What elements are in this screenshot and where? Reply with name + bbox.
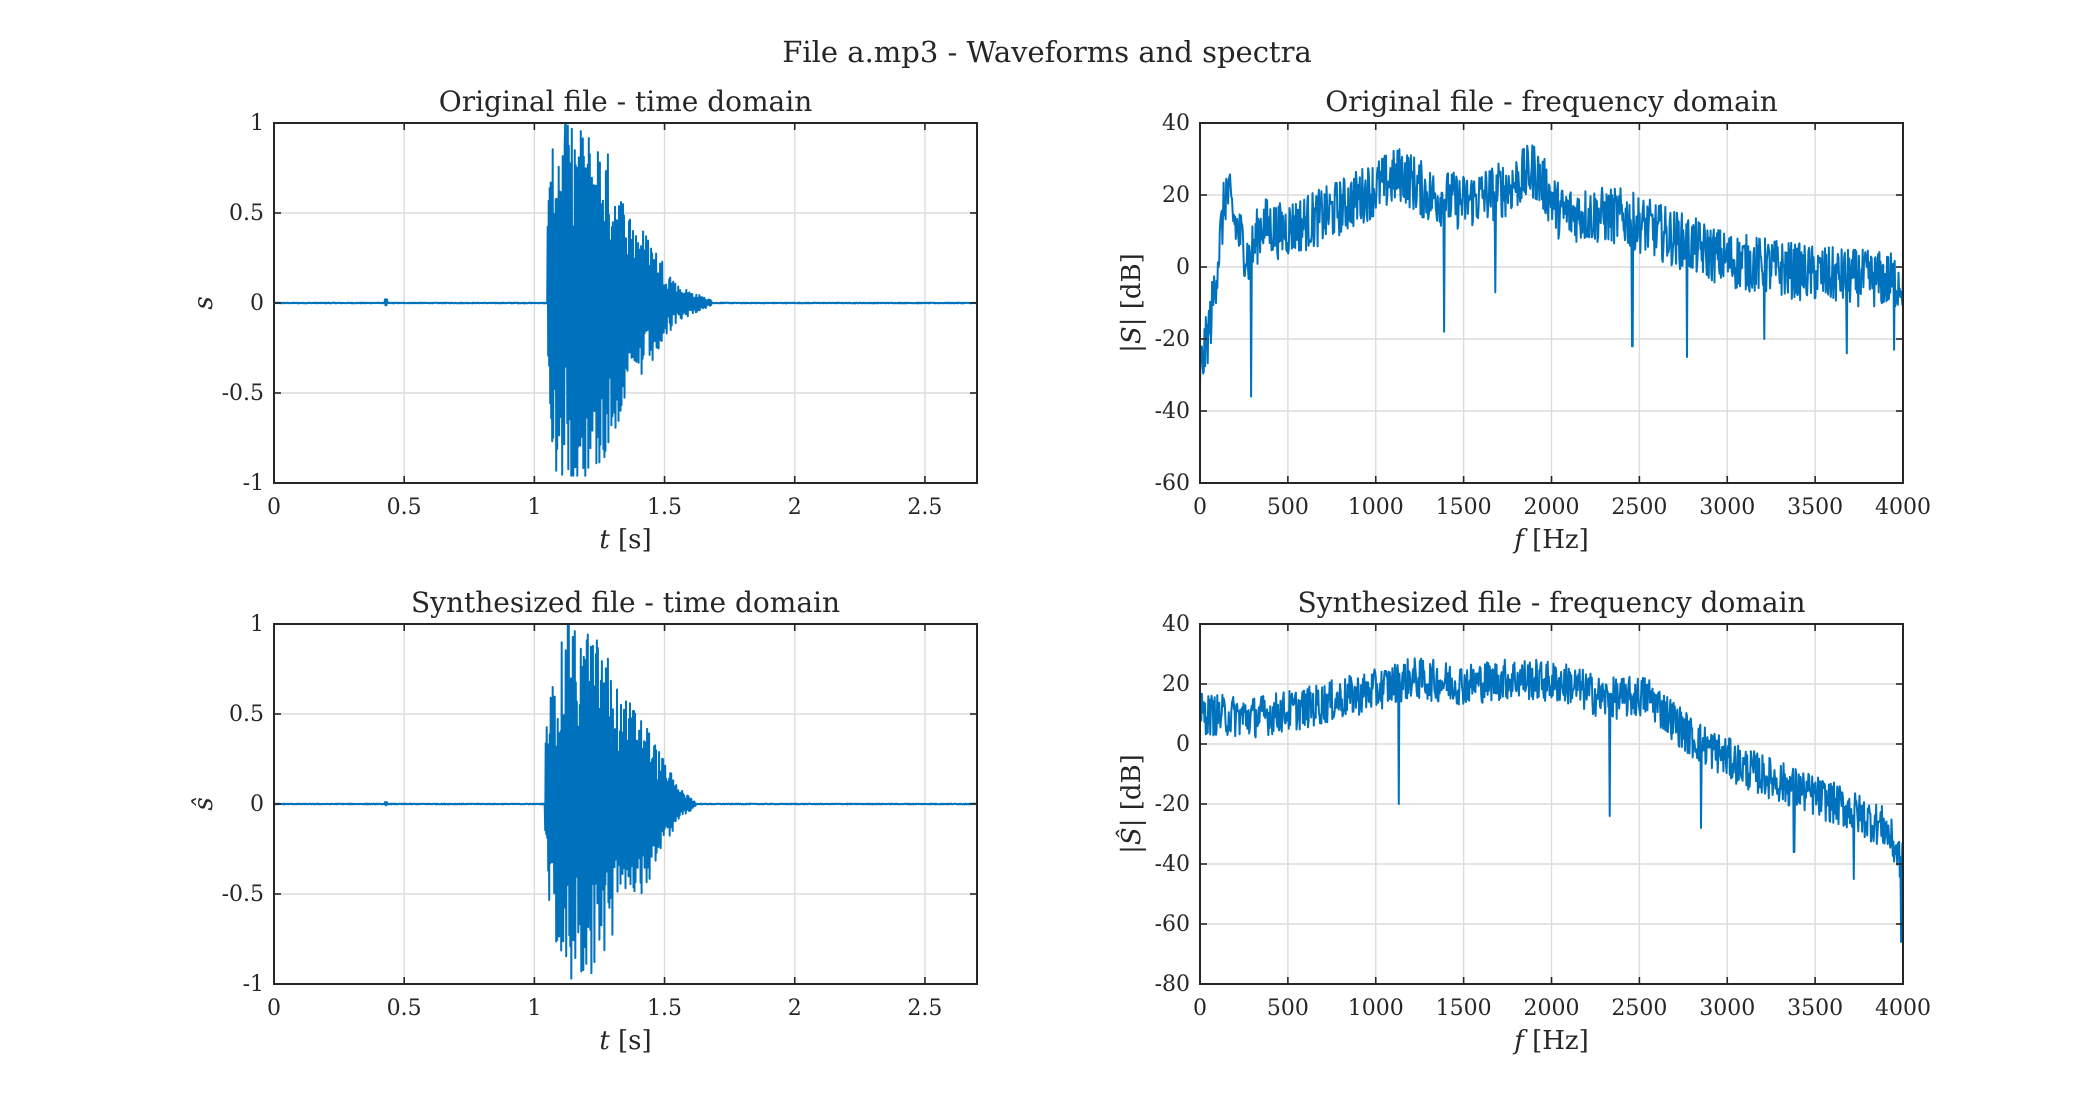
y-tick-label: -1	[243, 972, 264, 997]
series-line	[273, 122, 978, 477]
x-tick-label: 1000	[1348, 495, 1404, 520]
y-tick-label: 0	[250, 792, 264, 817]
y-tick-label: -60	[1155, 471, 1190, 496]
y-axis-label: |Ŝ| [dB]	[1115, 754, 1147, 854]
x-axis-label: f [Hz]	[1512, 1026, 1589, 1056]
y-tick-label: -1	[243, 471, 264, 496]
series-line	[1199, 144, 1904, 398]
y-tick-label: -20	[1155, 327, 1190, 352]
x-tick-label: 0	[267, 996, 281, 1021]
y-tick-label: 0	[250, 291, 264, 316]
x-tick-label: 2.5	[907, 996, 942, 1021]
x-tick-label: 4000	[1875, 996, 1931, 1021]
x-tick-label: 0.5	[387, 996, 422, 1021]
x-tick-label: 2000	[1524, 996, 1580, 1021]
y-tick-label: 0.5	[229, 702, 264, 727]
x-axis-label: t [s]	[599, 525, 651, 555]
y-tick-label: -0.5	[222, 882, 264, 907]
x-tick-label: 1	[527, 495, 541, 520]
x-tick-label: 2500	[1611, 495, 1667, 520]
x-axis-label: f [Hz]	[1512, 525, 1589, 555]
figure-title: File a.mp3 - Waveforms and spectra	[782, 35, 1312, 69]
x-tick-label: 1	[527, 996, 541, 1021]
subplot-grid: 0 0.5 1 1.5 2 2.5 -1 -0.5 0 0.5 1 Original file - t…	[189, 85, 1931, 1056]
y-axis-label: ŝ	[189, 797, 219, 810]
y-tick-label: -20	[1155, 792, 1190, 817]
subplot-title: Synthesized file - frequency domain	[1297, 586, 1805, 619]
x-tick-label: 0	[267, 495, 281, 520]
y-tick-label: -80	[1155, 972, 1190, 997]
y-tick-label: 0	[1176, 732, 1190, 757]
x-tick-label: 1.5	[647, 996, 682, 1021]
x-axis-label: t [s]	[599, 1026, 651, 1056]
x-tick-label: 2	[788, 996, 802, 1021]
x-tick-label: 3000	[1699, 996, 1755, 1021]
series-line	[1199, 657, 1904, 943]
x-tick-label: 3000	[1699, 495, 1755, 520]
x-tick-label: 3500	[1787, 495, 1843, 520]
y-tick-label: 40	[1162, 111, 1190, 136]
y-tick-label: -40	[1155, 852, 1190, 877]
y-tick-label: 0	[1176, 255, 1190, 280]
x-tick-label: 1000	[1348, 996, 1404, 1021]
x-tick-label: 500	[1267, 495, 1309, 520]
x-tick-label: 0	[1193, 996, 1207, 1021]
x-tick-label: 2	[788, 495, 802, 520]
x-tick-label: 3500	[1787, 996, 1843, 1021]
x-tick-label: 2.5	[907, 495, 942, 520]
y-tick-label: 20	[1162, 183, 1190, 208]
y-tick-label: 0.5	[229, 201, 264, 226]
x-tick-label: 500	[1267, 996, 1309, 1021]
y-tick-label: 1	[250, 612, 264, 637]
subplot-synth-time: 0 0.5 1 1.5 2 2.5 -1 -0.5 0 0.5 1 Synthesized file …	[189, 586, 978, 1056]
x-tick-label: 0	[1193, 495, 1207, 520]
x-tick-label: 2000	[1524, 495, 1580, 520]
y-tick-label: -60	[1155, 912, 1190, 937]
x-tick-label: 0.5	[387, 495, 422, 520]
y-tick-label: 1	[250, 111, 264, 136]
subplot-title: Original file - frequency domain	[1325, 85, 1778, 118]
x-tick-label: 2500	[1611, 996, 1667, 1021]
subplot-synth-freq: 0 500 1000 1500 2000 2500 3000 3500 4000 -80 -60 -4…	[1115, 586, 1931, 1056]
subplot-orig-time: 0 0.5 1 1.5 2 2.5 -1 -0.5 0 0.5 1 Original file - t…	[189, 85, 978, 555]
y-tick-label: 20	[1162, 672, 1190, 697]
series-line	[273, 623, 978, 980]
y-axis-label: s	[189, 296, 219, 309]
x-tick-label: 4000	[1875, 495, 1931, 520]
y-tick-label: -40	[1155, 399, 1190, 424]
x-tick-label: 1.5	[647, 495, 682, 520]
subplot-orig-freq: 0 500 1000 1500 2000 2500 3000 3500 4000 -60 -40 -2…	[1117, 85, 1931, 555]
x-tick-label: 1500	[1436, 996, 1492, 1021]
y-tick-label: 40	[1162, 612, 1190, 637]
y-axis-label: |S| [dB]	[1117, 253, 1147, 353]
subplot-title: Synthesized file - time domain	[411, 586, 840, 619]
subplot-title: Original file - time domain	[439, 85, 812, 118]
x-tick-label: 1500	[1436, 495, 1492, 520]
y-tick-label: -0.5	[222, 381, 264, 406]
